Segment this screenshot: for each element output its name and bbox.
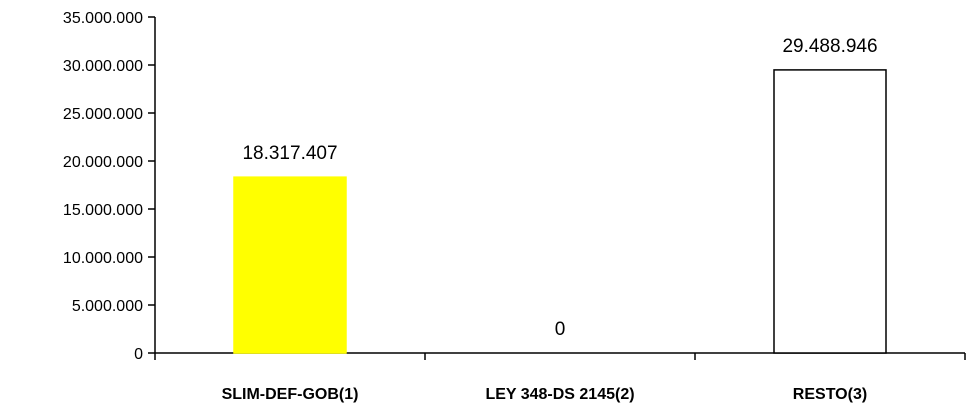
y-tick-label: 20.000.000 (63, 154, 143, 171)
x-tick-label: LEY 348-DS 2145(2) (485, 386, 634, 403)
bar (773, 69, 887, 354)
y-tick-label: 0 (134, 346, 143, 363)
y-tick-label: 10.000.000 (63, 250, 143, 267)
data-labels: 18.317.407 0 29.488.946 (242, 36, 877, 340)
y-tick-label: 35.000.000 (63, 10, 143, 27)
y-axis: 0 5.000.000 10.000.000 15.000.000 20.000.000… (63, 10, 156, 363)
bar (233, 176, 347, 354)
x-axis: SLIM-DEF-GOB(1) LEY 348-DS 2145(2) RESTO(3… (154, 352, 966, 403)
data-label: 18.317.407 (242, 143, 337, 164)
x-tick-label: SLIM-DEF-GOB(1) (222, 386, 359, 403)
bars (233, 69, 887, 354)
data-label: 0 (555, 319, 566, 340)
y-tick-label: 15.000.000 (63, 202, 143, 219)
data-label: 29.488.946 (782, 36, 877, 57)
y-tick-label: 30.000.000 (63, 58, 143, 75)
y-tick-label: 25.000.000 (63, 106, 143, 123)
y-tick-label: 5.000.000 (72, 298, 143, 315)
x-tick-label: RESTO(3) (793, 386, 867, 403)
